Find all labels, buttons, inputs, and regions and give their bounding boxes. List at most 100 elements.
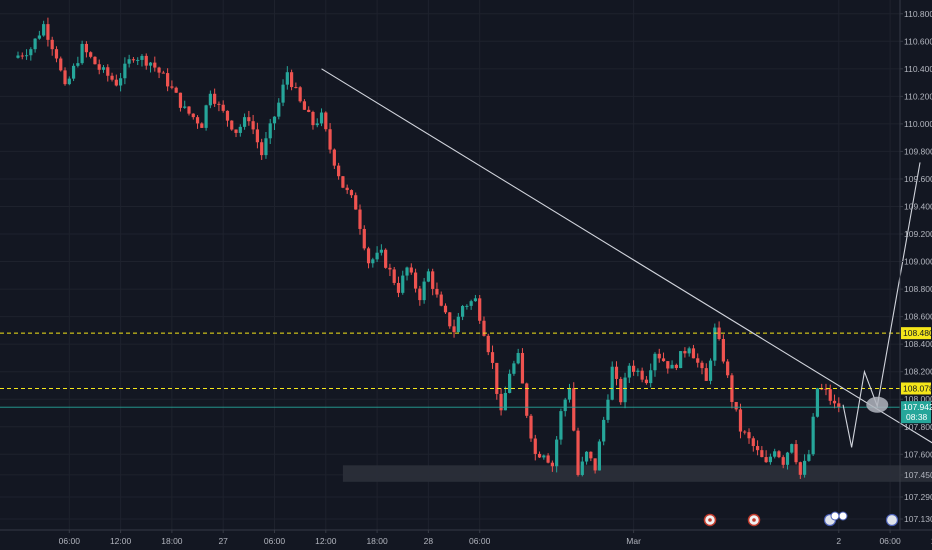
candle-down (345, 187, 349, 191)
candle-down (525, 383, 529, 416)
candle-down (781, 457, 785, 465)
candle-down (187, 106, 191, 114)
price-tick-label: 109.400 (904, 201, 932, 211)
candle-up (285, 72, 289, 85)
price-tick-label: 108.600 (904, 312, 932, 322)
candle-down (533, 438, 537, 454)
time-tick-label: Mar (626, 536, 641, 546)
candle-down (614, 366, 619, 379)
candle-down (388, 267, 392, 270)
candle-down (221, 104, 225, 111)
candle-down (358, 209, 362, 229)
candle-down (84, 43, 88, 53)
candle-up (563, 399, 567, 412)
time-tick-label: 18:00 (366, 536, 388, 546)
candle-down (726, 361, 730, 376)
candle-down (828, 389, 832, 401)
candle-down (537, 453, 542, 458)
candle-down (144, 55, 148, 66)
candle-up (268, 123, 272, 139)
candle-up (623, 377, 627, 403)
candle-up (785, 452, 790, 465)
candle-down (93, 56, 97, 65)
price-tick-label: 107.600 (904, 449, 932, 459)
candle-down (448, 312, 452, 327)
candle-down (640, 370, 644, 380)
candle-up (542, 455, 546, 458)
candle-down (298, 87, 302, 102)
last-price-label: 107.942 (903, 402, 932, 412)
price-tick-label: 109.800 (904, 146, 932, 156)
candle-down (366, 248, 371, 264)
candle-up (670, 364, 674, 369)
price-tick-label: 110.200 (904, 91, 932, 101)
candle-down (396, 282, 401, 293)
candle-up (773, 451, 777, 457)
candle-up (627, 365, 631, 378)
price-tick-label: 109.000 (904, 257, 932, 267)
time-tick-label: 28 (424, 536, 434, 546)
price-tick-label: 107.290 (904, 492, 932, 502)
candle-down (751, 438, 755, 447)
candle-up (811, 416, 815, 455)
level-price-tag-label: 108.078 (903, 383, 932, 393)
last-price-tag (901, 401, 931, 424)
time-tick-label: 06:00 (59, 536, 81, 546)
price-tick-label: 107.450 (904, 470, 932, 480)
candle-down (131, 59, 136, 61)
candle-down (114, 79, 118, 86)
candle-up (33, 38, 37, 50)
candle-up (508, 373, 512, 393)
candle-down (572, 388, 576, 431)
candle-up (503, 392, 507, 411)
price-tick-label: 109.600 (904, 174, 932, 184)
candle-down (490, 352, 495, 363)
candle-up (67, 78, 71, 85)
candle-up (281, 84, 285, 103)
candle-down (418, 288, 422, 301)
price-tick-label: 107.800 (904, 422, 932, 432)
candle-down (721, 339, 725, 362)
price-tick-label: 110.800 (904, 9, 932, 19)
time-tick-label: 12:00 (110, 536, 132, 546)
candle-down (550, 462, 554, 467)
candle-down (234, 129, 238, 133)
candle-down (435, 288, 439, 295)
candle-up (803, 460, 807, 475)
time-tick-label: 2 (836, 536, 841, 546)
countdown-label: 08:38 (906, 412, 928, 422)
candle-down (529, 415, 533, 439)
candle-up (807, 454, 811, 461)
candle-down (290, 72, 294, 88)
candle-down (311, 111, 315, 126)
candle-down (619, 378, 623, 403)
candle-up (405, 267, 409, 276)
candle-up (375, 252, 379, 260)
price-tick-label: 110.600 (904, 36, 932, 46)
candle-down (302, 101, 307, 110)
candle-up (140, 55, 144, 60)
candle-up (555, 439, 559, 467)
candle-down (392, 269, 396, 283)
candle-up (602, 419, 606, 442)
candle-down (354, 195, 358, 210)
candle-up (580, 461, 584, 475)
candle-down (589, 451, 593, 459)
candle-up (379, 249, 383, 253)
price-tick-label: 107.130 (904, 514, 932, 524)
candle-down (837, 403, 841, 408)
candle-down (349, 190, 354, 196)
candle-down (191, 113, 195, 118)
candle-down (413, 272, 418, 289)
candle-down (307, 109, 311, 112)
candle-up (708, 360, 713, 381)
candle-up (768, 456, 772, 463)
event-marker-dot (708, 518, 712, 522)
candle-up (584, 451, 589, 462)
flag-event-icon (885, 513, 899, 527)
event-markers (703, 511, 899, 527)
candle-up (815, 388, 820, 417)
candle-up (649, 370, 653, 384)
